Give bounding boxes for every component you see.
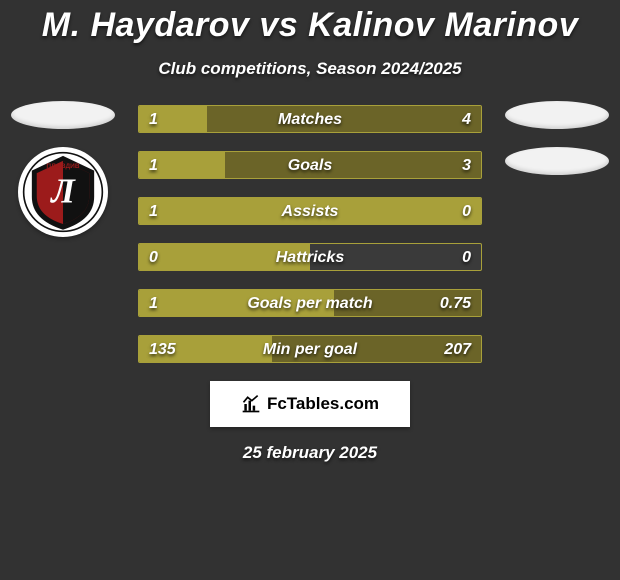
right-club-ellipse	[505, 147, 609, 175]
left-club-logo: Л ПЛОВДИВ	[18, 147, 108, 237]
stat-row: 13Goals	[138, 151, 482, 179]
subtitle: Club competitions, Season 2024/2025	[0, 59, 620, 79]
stat-row: 10Assists	[138, 197, 482, 225]
comparison-panel: M. Haydarov vs Kalinov Marinov Club comp…	[0, 0, 620, 463]
chart-icon	[241, 394, 261, 414]
left-country-ellipse	[11, 101, 115, 129]
svg-text:Л: Л	[49, 173, 76, 211]
stat-label: Goals	[139, 152, 481, 179]
stats-area: Л ПЛОВДИВ 14Matches 13Goals 10Assists 00Hat…	[0, 105, 620, 363]
stat-label: Min per goal	[139, 336, 481, 363]
brand-badge[interactable]: FcTables.com	[210, 381, 410, 427]
stat-label: Hattricks	[139, 244, 481, 271]
brand-text: FcTables.com	[267, 394, 379, 414]
stat-row: 10.75Goals per match	[138, 289, 482, 317]
right-player-badges	[502, 101, 612, 193]
stat-row: 135207Min per goal	[138, 335, 482, 363]
stat-label: Matches	[139, 106, 481, 133]
stat-label: Goals per match	[139, 290, 481, 317]
page-title: M. Haydarov vs Kalinov Marinov	[0, 6, 620, 45]
stat-row: 14Matches	[138, 105, 482, 133]
lokomotiv-plovdiv-icon: Л ПЛОВДИВ	[22, 151, 104, 233]
right-country-ellipse	[505, 101, 609, 129]
stat-row: 00Hattricks	[138, 243, 482, 271]
stat-bars: 14Matches 13Goals 10Assists 00Hattricks 10.7…	[138, 105, 482, 363]
stat-label: Assists	[139, 198, 481, 225]
left-player-badges: Л ПЛОВДИВ	[8, 101, 118, 237]
svg-text:ПЛОВДИВ: ПЛОВДИВ	[46, 163, 79, 170]
date: 25 february 2025	[0, 443, 620, 463]
